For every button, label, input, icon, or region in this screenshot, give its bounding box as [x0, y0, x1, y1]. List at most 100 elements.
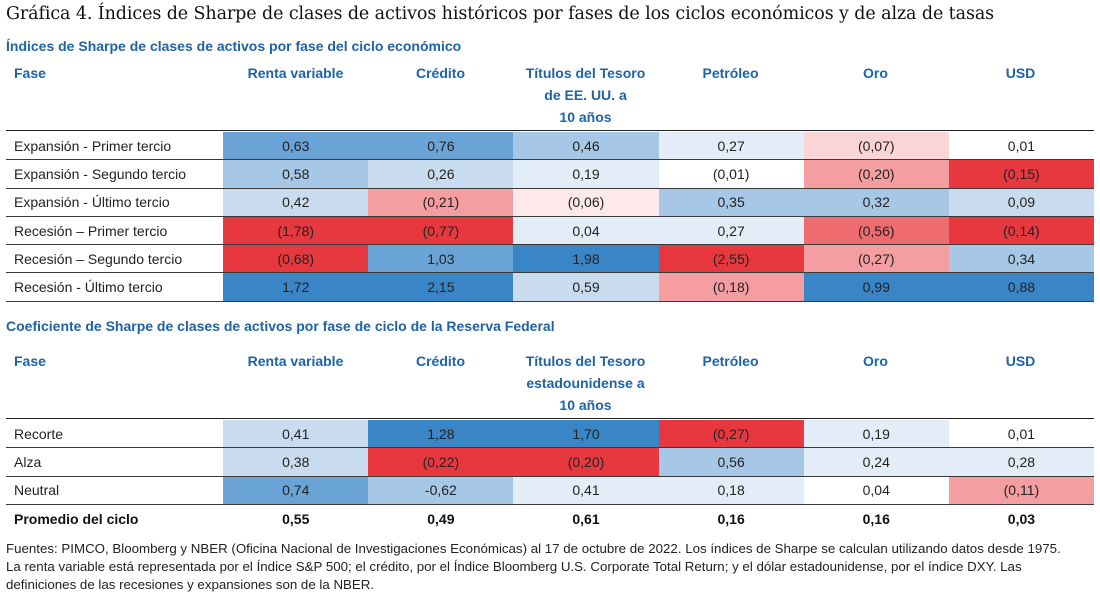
table-cell: 0,41 — [223, 420, 369, 449]
row-label: Expansión - Segundo tercio — [6, 159, 224, 189]
column-header-line: Crédito — [416, 353, 465, 369]
table-cell: (0,77) — [368, 216, 514, 246]
column-header-line: Fase — [14, 353, 46, 369]
column-header-line: Fase — [14, 65, 46, 81]
average-row: Promedio del ciclo 0,55 0,49 0,61 0,16 0,16 0,… — [6, 504, 1094, 533]
table-cell: (0,21) — [368, 188, 514, 217]
table-cell: (0,01) — [658, 159, 804, 189]
table-cell: 0,38 — [223, 447, 369, 477]
column-header-line: Renta variable — [247, 353, 344, 369]
column-header-line: Títulos del Tesoro — [525, 353, 646, 369]
table-cell: 0,63 — [223, 132, 369, 161]
column-header-line: Petróleo — [702, 353, 759, 369]
column-header-3: Títulos del Tesoro de EE. UU. a 10 años — [513, 62, 658, 128]
table-cell: (0,15) — [948, 159, 1094, 189]
row-label: Promedio del ciclo — [6, 504, 224, 533]
average-cell: 0,16 — [717, 510, 745, 527]
column-header-line: de EE. UU. a — [544, 87, 627, 103]
average-cell: 0,55 — [282, 510, 310, 527]
table-row: Recesión - Último tercio 1,72 2,15 0,59 (0,1… — [6, 272, 1094, 302]
table-cell: 0,58 — [223, 159, 369, 189]
table-cell: 0,18 — [658, 476, 804, 505]
table-cell: (0,07) — [803, 132, 949, 161]
table-cell: 0,04 — [803, 476, 949, 505]
column-header-1: Renta variable — [223, 62, 368, 84]
row-label: Expansión - Último tercio — [6, 188, 224, 217]
column-header-6: USD — [948, 62, 1093, 84]
table-row: Expansión - Segundo tercio 0,58 0,26 0,19 (0… — [6, 159, 1094, 189]
column-header-2: Crédito — [368, 350, 513, 372]
section1-header-row: Fase Renta variable Crédito Títulos del Tes… — [6, 62, 1094, 131]
row-label: Neutral — [6, 476, 224, 505]
column-header-line: 10 años — [559, 109, 612, 125]
table-cell: 0,01 — [948, 420, 1094, 449]
table-cell: (2,55) — [658, 244, 804, 274]
average-cell: 0,03 — [1007, 510, 1036, 527]
row-label: Recorte — [6, 420, 224, 449]
table-row: Neutral 0,74 -0,62 0,41 0,18 0,04 (0,11) — [6, 476, 1094, 505]
table-cell: 0,35 — [658, 188, 804, 217]
table-cell: (0,27) — [658, 420, 804, 449]
row-label: Recesión – Primer tercio — [6, 216, 224, 246]
table-cell: 0,42 — [223, 188, 369, 217]
table-cell: 1,28 — [368, 420, 514, 449]
table-row: Expansión - Último tercio 0,42 (0,21) (0,06… — [6, 188, 1094, 217]
table-cell: 0,56 — [658, 447, 804, 477]
table-cell: 0,88 — [948, 272, 1094, 302]
table-cell: (0,68) — [223, 244, 369, 274]
table-cell: 0,09 — [948, 188, 1094, 217]
table-row: Alza 0,38 (0,22) (0,20) 0,56 0,24 0,28 — [6, 447, 1094, 477]
column-header-line: Oro — [863, 353, 888, 369]
table-cell: (1,78) — [223, 216, 369, 246]
column-header-4: Petróleo — [658, 350, 803, 372]
row-label: Recesión - Último tercio — [6, 272, 224, 302]
table-cell: 0,28 — [948, 447, 1094, 477]
table-cell: 0,26 — [368, 159, 514, 189]
column-header-line: Crédito — [416, 65, 465, 81]
table-cell: 0,99 — [803, 272, 949, 302]
table-row: Recesión – Segundo tercio (0,68) 1,03 1,98(… — [6, 244, 1094, 274]
column-header-3: Títulos del Tesoro estadounidense a 10 año… — [513, 350, 658, 416]
table-cell: 1,98 — [513, 244, 659, 274]
table-cell: 0,01 — [948, 132, 1094, 161]
column-header-line: estadounidense a — [526, 375, 645, 391]
footnote: Fuentes: PIMCO, Bloomberg y NBER (Oficin… — [6, 541, 1061, 592]
table-cell: 2,15 — [368, 272, 514, 302]
column-header-2: Crédito — [368, 62, 513, 84]
table-cell: 1,70 — [513, 420, 659, 449]
column-header-1: Renta variable — [223, 350, 368, 372]
table-cell: (0,11) — [948, 476, 1094, 505]
table-cell: 0,74 — [223, 476, 369, 505]
row-label: Expansión - Primer tercio — [6, 132, 224, 161]
table-cell: 1,03 — [368, 244, 514, 274]
section2-table: Recorte 0,41 1,28 1,70 (0,27) 0,19 0,01 Alza 0,3… — [6, 420, 1094, 533]
column-header-4: Petróleo — [658, 62, 803, 84]
section1-table: Expansión - Primer tercio 0,63 0,76 0,46 0,2… — [6, 132, 1094, 302]
column-header-line: Títulos del Tesoro — [525, 65, 646, 81]
table-cell: 0,04 — [513, 216, 659, 246]
table-cell: 0,27 — [658, 216, 804, 246]
average-cell: 0,61 — [572, 510, 600, 527]
table-cell: 0,19 — [513, 159, 659, 189]
table-cell: (0,06) — [513, 188, 659, 217]
column-header-5: Oro — [803, 62, 948, 84]
table-cell: (0,20) — [803, 159, 949, 189]
section1-title: Índices de Sharpe de clases de activos p… — [6, 38, 462, 54]
column-header-line: USD — [1005, 353, 1036, 369]
table-cell: 0,27 — [658, 132, 804, 161]
column-header-line: Petróleo — [702, 65, 759, 81]
table-cell: 0,34 — [948, 244, 1094, 274]
column-header-6: USD — [948, 350, 1093, 372]
table-cell: 0,24 — [803, 447, 949, 477]
table-cell: 0,19 — [803, 420, 949, 449]
table-cell: (0,20) — [513, 447, 659, 477]
table-cell: (0,27) — [803, 244, 949, 274]
table-cell: (0,14) — [948, 216, 1094, 246]
column-header-line: Oro — [863, 65, 888, 81]
column-header-0: Fase — [14, 350, 46, 372]
column-header-0: Fase — [14, 62, 46, 84]
table-cell: (0,18) — [658, 272, 804, 302]
column-header-line: 10 años — [559, 397, 612, 413]
table-row: Recorte 0,41 1,28 1,70 (0,27) 0,19 0,01 — [6, 420, 1094, 449]
table-cell: -0,62 — [368, 476, 514, 505]
